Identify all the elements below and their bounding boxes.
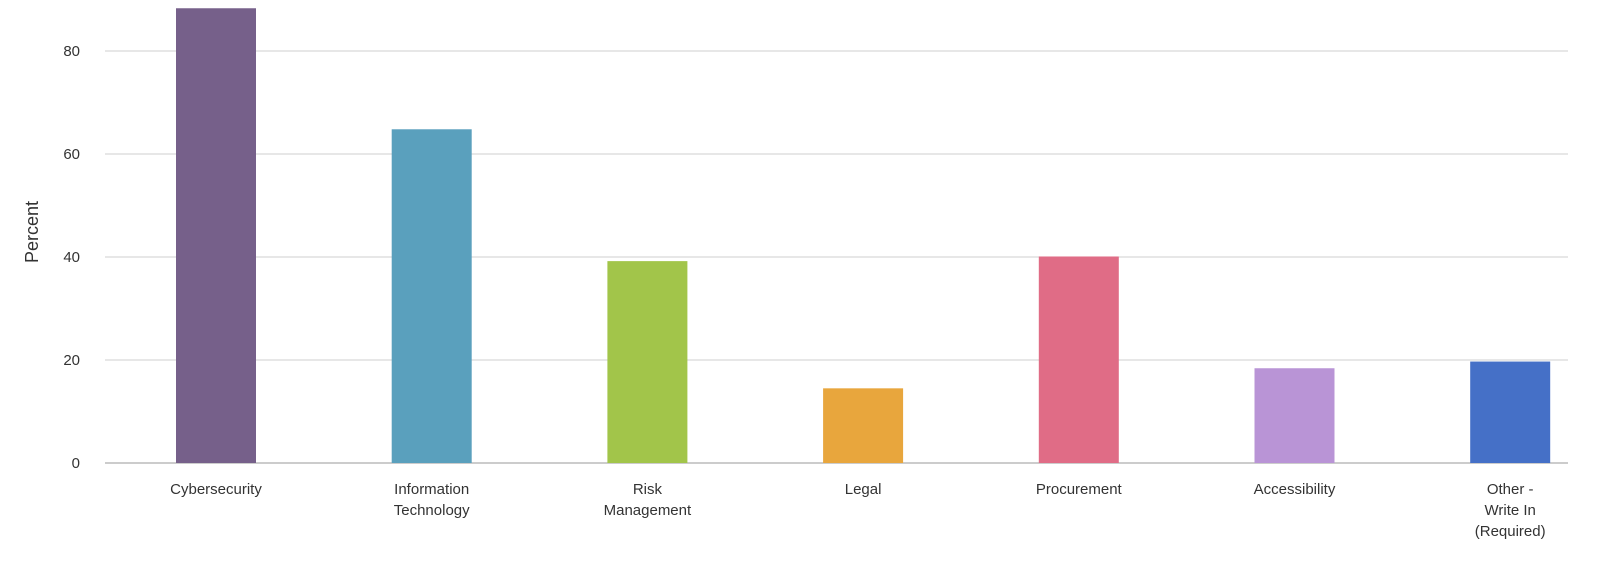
y-tick-label-0: 0 <box>72 455 80 472</box>
bar-accessibility[interactable] <box>1254 368 1335 463</box>
bar-risk-management[interactable] <box>607 261 688 463</box>
y-tick-labels: 0 20 40 60 80 <box>63 43 80 472</box>
y-tick-label-40: 40 <box>63 249 80 266</box>
y-axis-title: Percent <box>22 201 42 263</box>
x-category-label: Accessibility <box>1254 481 1336 498</box>
bar-cybersecurity[interactable] <box>176 8 256 463</box>
bar-procurement[interactable] <box>1038 256 1119 463</box>
bar-other-write-in-required[interactable] <box>1470 361 1551 463</box>
x-category-label: Legal <box>845 481 882 498</box>
y-tick-label-60: 60 <box>63 146 80 163</box>
x-category-label: Information Technology <box>394 481 470 519</box>
y-tick-label-80: 80 <box>63 43 80 60</box>
x-category-labels: Cybersecurity Information Technology Risk Ma… <box>170 481 1545 540</box>
bar-layer <box>176 8 1551 463</box>
x-category-label: Other -Write In (Required) <box>1475 481 1546 540</box>
x-category-label: Procurement <box>1036 481 1123 498</box>
x-category-label: Cybersecurity <box>170 481 262 498</box>
bar-information-technology[interactable] <box>391 129 472 463</box>
y-tick-label-20: 20 <box>63 352 80 369</box>
bar-legal[interactable] <box>823 388 904 463</box>
x-category-label: Risk Management <box>604 481 692 519</box>
